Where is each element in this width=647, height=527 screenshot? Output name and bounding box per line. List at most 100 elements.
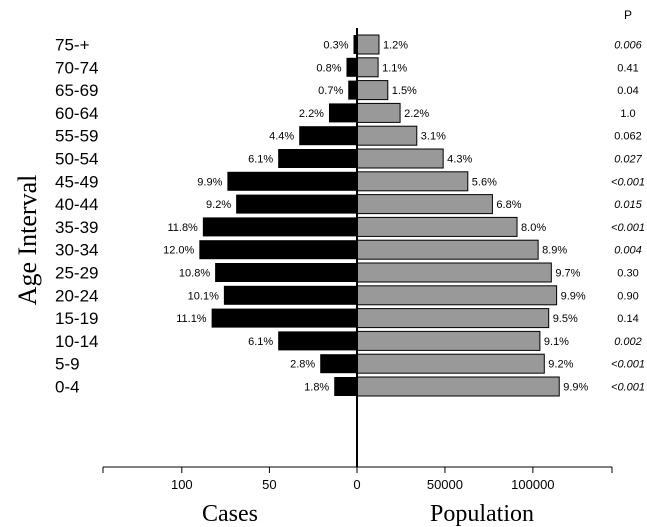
population-bar-label: 1.2%	[383, 40, 408, 52]
population-bar-label: 9.5%	[553, 313, 578, 325]
population-bar-label: 1.5%	[392, 85, 417, 97]
p-value-label: <0.001	[611, 382, 645, 394]
population-bar-label: 4.3%	[447, 154, 472, 166]
age-category-label: 45-49	[55, 172, 98, 191]
cases-bar-label: 2.2%	[299, 108, 324, 120]
age-category-label: 5-9	[55, 355, 80, 374]
population-bar-label: 6.8%	[496, 199, 521, 211]
population-axis-tick-label: 100000	[511, 477, 554, 492]
p-value-label: 0.30	[617, 268, 638, 280]
population-bar	[356, 194, 493, 215]
cases-bar	[299, 126, 357, 146]
p-value-label: <0.001	[611, 222, 645, 234]
age-category-label: 70-74	[55, 58, 98, 77]
cases-bar	[278, 331, 357, 351]
cases-bar-label: 6.1%	[248, 154, 273, 166]
p-value-label: <0.001	[611, 176, 645, 188]
population-bar-label: 9.9%	[561, 290, 586, 302]
cases-bar-label: 2.8%	[290, 359, 315, 371]
cases-axis-tick-label: 50	[262, 477, 276, 492]
age-category-label: 40-44	[55, 195, 98, 214]
population-bar-label: 5.6%	[472, 176, 497, 188]
population-bar-label: 9.1%	[544, 336, 569, 348]
age-category-label: 10-14	[55, 332, 98, 351]
population-bar	[356, 57, 379, 78]
p-value-label: 0.004	[614, 245, 642, 257]
cases-bar	[320, 354, 357, 374]
population-bar	[356, 376, 560, 397]
cases-bar-label: 11.8%	[167, 222, 198, 234]
cases-bar-label: 9.9%	[197, 176, 222, 188]
age-category-label: 75-+	[55, 36, 90, 55]
population-bar-label: 1.1%	[382, 62, 407, 74]
age-category-label: 0-4	[55, 378, 80, 397]
cases-bar-label: 1.8%	[304, 382, 329, 394]
age-category-label: 35-39	[55, 218, 98, 237]
bar-percent-labels: 0.3% 1.2% 0.8% 1.1% 0.7% 1.5% 2.2% 2.2% 4.4% 3.1%…	[163, 40, 588, 394]
axes: 100 50 0 50000 100000	[102, 28, 613, 492]
p-value-label: 0.006	[614, 40, 642, 52]
population-bar-label: 2.2%	[404, 108, 429, 120]
cases-bar-label: 0.8%	[316, 62, 341, 74]
population-bar	[356, 308, 550, 329]
population-bar	[356, 148, 444, 169]
cases-bar	[278, 149, 357, 168]
cases-bar	[346, 57, 357, 77]
p-value-labels: 0.006 0.41 0.04 1.0 0.062 0.027 <0.001 0.015 <0.…	[611, 40, 645, 394]
x-axis-label-cases: Cases	[202, 501, 258, 527]
cases-bar	[227, 171, 357, 191]
cases-bar	[328, 103, 357, 123]
cases-axis-tick-label: 100	[171, 477, 193, 492]
population-bar	[356, 125, 418, 146]
age-category-label: 30-34	[55, 241, 98, 260]
age-category-label: 60-64	[55, 104, 98, 123]
cases-bar	[215, 263, 357, 282]
cases-bar	[334, 377, 357, 396]
cases-bar-label: 12.0%	[163, 245, 194, 257]
p-column-header: P	[624, 8, 632, 22]
population-bar	[356, 102, 401, 123]
cases-bar	[223, 285, 357, 305]
y-axis-label: Age Interval	[13, 175, 42, 306]
population-bar-label: 8.0%	[521, 222, 546, 234]
population-bar	[356, 171, 469, 192]
age-category-labels: 75-+ 70-74 65-69 60-64 55-59 50-54 45-49 40-44 3…	[55, 36, 98, 397]
population-bar	[356, 353, 545, 374]
cases-bars	[199, 35, 357, 396]
population-axis-tick-label: 50000	[427, 477, 463, 492]
cases-bar	[202, 217, 357, 237]
p-value-label: 0.04	[617, 85, 638, 97]
cases-bar-label: 11.1%	[176, 313, 207, 325]
cases-bar	[236, 194, 357, 214]
population-bars	[356, 34, 560, 397]
x-axis-label-population: Population	[430, 501, 534, 527]
population-bar	[356, 34, 380, 55]
age-category-label: 20-24	[55, 286, 98, 305]
p-value-label: 0.062	[614, 131, 642, 143]
age-category-label: 15-19	[55, 309, 98, 328]
cases-axis-tick-label: 0	[353, 477, 360, 492]
population-bar-label: 8.9%	[542, 245, 567, 257]
cases-bar-label: 0.7%	[318, 85, 343, 97]
population-bar-label: 9.2%	[548, 359, 573, 371]
population-bar	[356, 330, 541, 351]
p-value-label: 0.90	[617, 290, 638, 302]
cases-bar-label: 10.8%	[179, 268, 210, 280]
population-bar	[356, 80, 389, 101]
age-category-label: 50-54	[55, 150, 98, 169]
cases-bar-label: 10.1%	[188, 290, 219, 302]
p-value-label: 0.41	[617, 62, 638, 74]
age-category-label: 25-29	[55, 264, 98, 283]
p-value-label: 0.027	[614, 154, 642, 166]
population-bar	[356, 262, 552, 283]
cases-bar-label: 0.3%	[323, 40, 348, 52]
population-bar	[356, 216, 518, 237]
cases-bar	[211, 308, 357, 328]
cases-bar-label: 4.4%	[269, 131, 294, 143]
p-value-label: 1.0	[620, 108, 635, 120]
age-category-label: 55-59	[55, 127, 98, 146]
p-value-label: <0.001	[611, 359, 645, 371]
population-bar	[356, 239, 539, 260]
cases-bar	[353, 35, 357, 54]
